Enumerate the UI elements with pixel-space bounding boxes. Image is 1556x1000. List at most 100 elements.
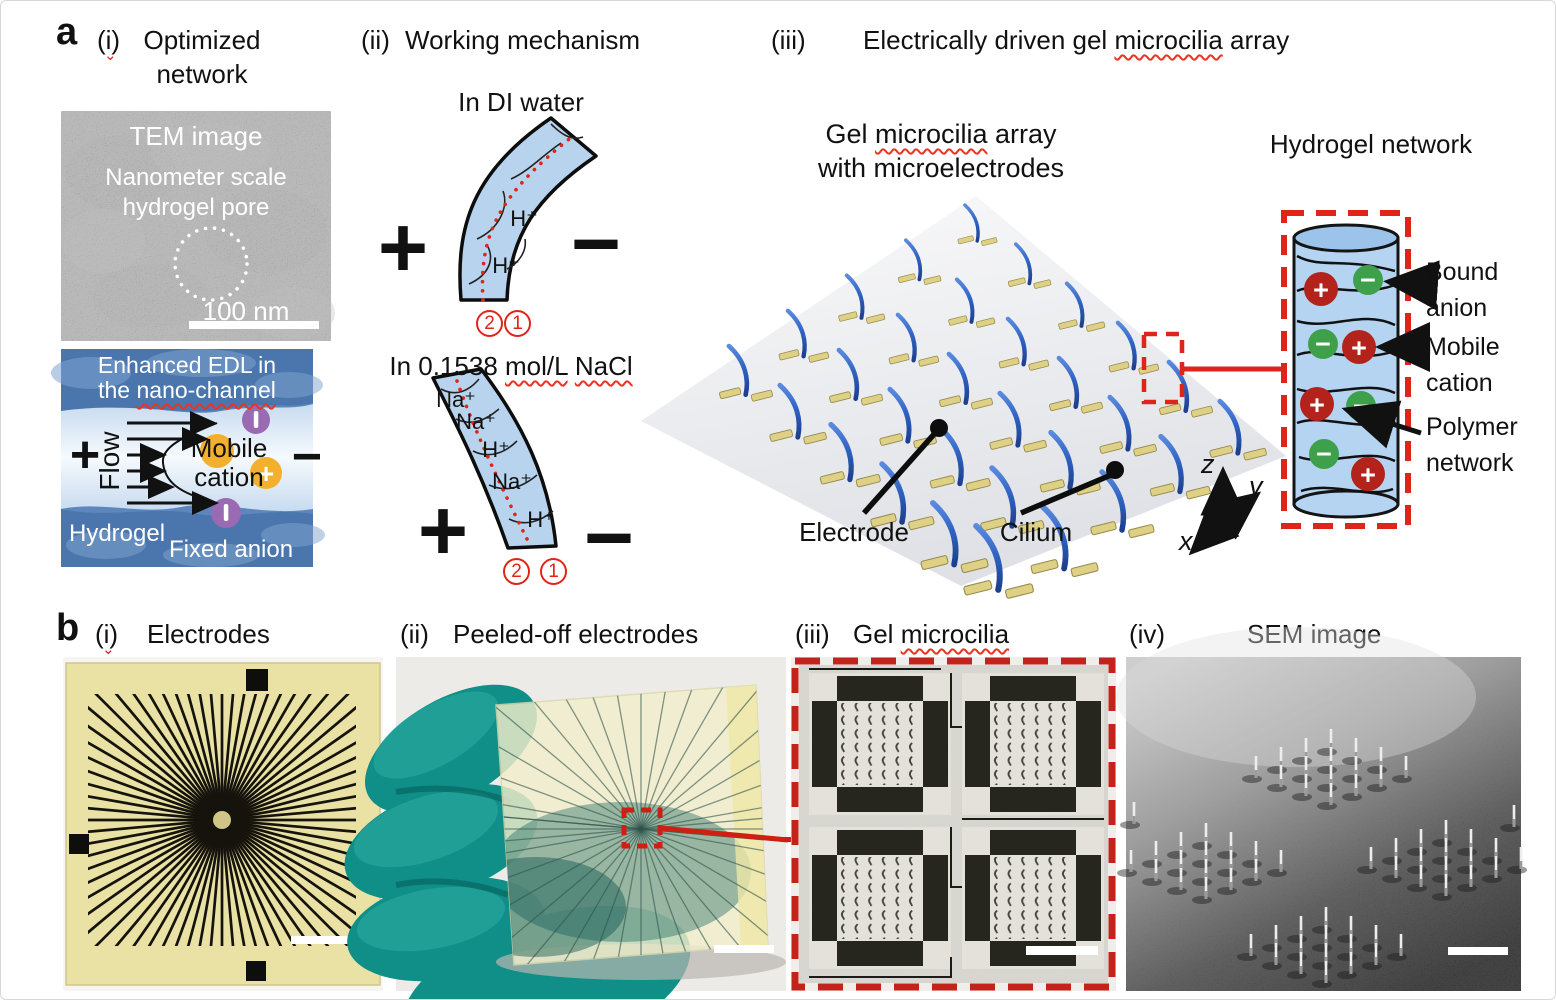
alignment-square-bottom	[246, 961, 266, 981]
svg-text:+: +	[1351, 333, 1367, 363]
di-circle-1: 1	[504, 310, 531, 337]
edl-minus-electrode: −	[291, 428, 323, 486]
panel-b-iv-title: SEM image	[1247, 619, 1382, 649]
tem-annotation-line2: hydrogel pore	[122, 194, 270, 221]
hydrogel-label: Hydrogel	[69, 520, 166, 547]
panel-b-ii-number: (ii)	[400, 619, 429, 649]
fixed-anion-label: Fixed anion	[169, 536, 294, 563]
nacl-title-sq1: mol/L	[505, 351, 568, 381]
hydrogel-network-title: Hydrogel network	[1269, 129, 1473, 159]
panel-a-i-title-line1: Optimized	[143, 25, 261, 55]
di-water-title: In DI water	[458, 87, 584, 117]
di-ion-h2: H⁺	[492, 253, 520, 278]
scale-bar	[291, 936, 363, 944]
cylinder-dashed-border	[1281, 210, 1411, 529]
electrode-callout	[861, 419, 948, 515]
axis-x-label: x	[1179, 526, 1193, 556]
tem-scale-bar	[189, 321, 319, 329]
nacl-ion-4: Na⁺	[492, 469, 532, 494]
radial-electrode-pattern	[88, 694, 356, 946]
spellcheck-caret-b: ⌄	[102, 641, 115, 658]
sem-image	[1116, 627, 1521, 991]
svg-text:+: +	[1309, 390, 1325, 420]
edl-title-line2: the nano-channel	[61, 378, 313, 403]
tem-micrograph	[61, 111, 335, 341]
mobile-cation-label: Mobile cation	[187, 434, 271, 492]
title-post: array	[1222, 25, 1290, 55]
mobile-cation-line1: Mobile	[190, 433, 268, 463]
scale-bar	[714, 945, 774, 953]
wiring-lines	[809, 668, 1104, 978]
di-centerline-dotted	[480, 134, 575, 302]
panel-b-iii-number: (iii)	[795, 619, 830, 649]
array-label-post: array	[987, 119, 1057, 149]
axis-y-label: y	[1249, 471, 1263, 501]
ion-signs: ++++ −−−−	[1309, 265, 1376, 490]
array-label-line1: Gel microcilia array	[796, 117, 1086, 151]
tem-scale-label: 100 nm	[202, 296, 290, 326]
title-squiggle-word: microcilia	[1114, 25, 1223, 55]
svg-text:+: +	[1313, 275, 1329, 305]
panel-a-i-title-line2: network	[156, 59, 248, 89]
panel-a-iii-title: Electrically driven gel microcilia array	[863, 25, 1289, 55]
scale-bar	[1448, 947, 1508, 955]
electrodes-photo	[63, 657, 383, 991]
edl-title-pre: the	[98, 377, 137, 403]
pore-dotted-circle	[173, 226, 249, 302]
tem-annotation: Nanometer scale hydrogel pore	[61, 163, 331, 223]
alignment-square-left	[69, 834, 89, 854]
bound-anion-line1: Bound	[1426, 258, 1499, 286]
edl-title: Enhanced EDL in the nano-channel	[61, 353, 313, 403]
zoom-connector-bridge	[781, 837, 795, 842]
title-pre: Electrically driven gel	[863, 25, 1115, 55]
di-ion-h1: H⁺	[510, 206, 538, 231]
bound-anion-line2: anion	[1426, 294, 1488, 322]
red-dashed-border	[791, 657, 1116, 991]
peeled-electrodes-photo	[344, 657, 789, 999]
panel-a-i-title: Optimized network	[117, 23, 287, 91]
panel-b-label: b	[56, 607, 80, 649]
substrate-platform	[641, 196, 1286, 586]
cilium-label: Cilium	[999, 517, 1073, 547]
svg-text:−: −	[1360, 265, 1376, 295]
b-iii-title-pre: Gel	[853, 619, 901, 649]
nacl-title-pre: In 0.1538	[389, 351, 505, 381]
cylinder-label-arrows	[1341, 260, 1440, 449]
b-iii-title-squiggle: microcilia	[900, 619, 1010, 649]
spellcheck-caret-a: ⌄	[104, 47, 117, 64]
array-label-line2: with microelectrodes	[817, 153, 1065, 183]
panel-a-iii-number: (iii)	[771, 25, 806, 55]
di-plus-electrode: +	[377, 200, 429, 296]
electrode-label: Electrode	[799, 517, 909, 547]
working-mechanism-diagrams	[431, 116, 598, 550]
nacl-ion-2: Na⁺	[456, 409, 496, 434]
nacl-ion-5: H⁺	[527, 507, 555, 532]
alignment-square-top	[246, 669, 268, 691]
panel-a-ii-title: Working mechanism	[405, 25, 641, 55]
nacl-minus-electrode: −	[583, 490, 635, 586]
nacl-centerline-dotted	[455, 379, 533, 549]
nacl-ion-3: H⁺	[482, 437, 510, 462]
panel-b-ii-title: Peeled-off electrodes	[453, 619, 699, 649]
panel-b-iii-title: Gel microcilia	[853, 619, 1009, 649]
hydrogel-cylinder: ++++ −−−−	[1281, 210, 1440, 529]
tem-caption: TEM image	[129, 121, 263, 151]
bound-anion-label: Bound anion	[1426, 254, 1498, 326]
flow-profile-curve	[161, 422, 218, 504]
edl-plus-electrode: +	[69, 426, 101, 484]
mobile-cation-ball	[250, 457, 282, 489]
nacl-circle-2: 2	[503, 558, 530, 585]
edl-title-squiggle: nano-channel	[136, 377, 276, 403]
svg-text:−: −	[1315, 329, 1331, 359]
mobile-cation-line2: cation	[1426, 369, 1493, 397]
panel-a-label: a	[56, 11, 78, 53]
svg-text:−: −	[1316, 439, 1332, 469]
nacl-circle-1: 1	[540, 558, 567, 585]
panel-a-ii-number: (ii)	[361, 25, 390, 55]
cilium-callout	[1019, 461, 1124, 516]
flow-arrows	[127, 411, 219, 515]
mobile-cation-side-label: Mobile cation	[1426, 329, 1500, 401]
polymer-network-label: Polymer network	[1426, 409, 1518, 481]
zoom-connector-line	[659, 825, 789, 843]
